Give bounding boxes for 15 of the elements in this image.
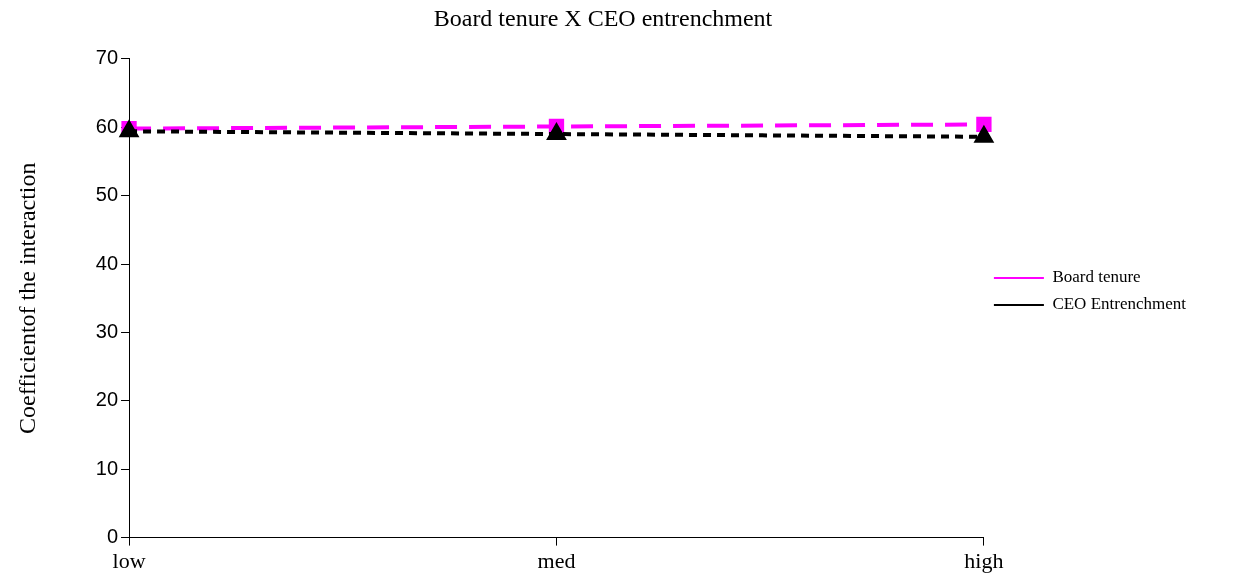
y-tick-label: 30 bbox=[95, 319, 119, 342]
x-tick-label: high bbox=[964, 547, 1004, 573]
chart-title: Board tenure X CEO entrenchment bbox=[433, 4, 773, 31]
x-tick-label: med bbox=[537, 547, 576, 573]
y-tick-label: 70 bbox=[95, 46, 119, 69]
x-tick-label: low bbox=[112, 547, 146, 573]
y-tick-label: 10 bbox=[95, 456, 119, 479]
y-tick-label: 0 bbox=[106, 525, 119, 548]
legend-label: Board tenure bbox=[1052, 267, 1141, 287]
legend-label: CEO Entrenchment bbox=[1052, 294, 1187, 314]
y-tick-label: 50 bbox=[95, 183, 119, 206]
y-tick-label: 20 bbox=[95, 388, 119, 411]
y-tick-label: 40 bbox=[95, 251, 119, 274]
y-tick-label: 60 bbox=[95, 114, 119, 137]
y-axis-title: Coefficientof the interaction bbox=[13, 162, 40, 434]
